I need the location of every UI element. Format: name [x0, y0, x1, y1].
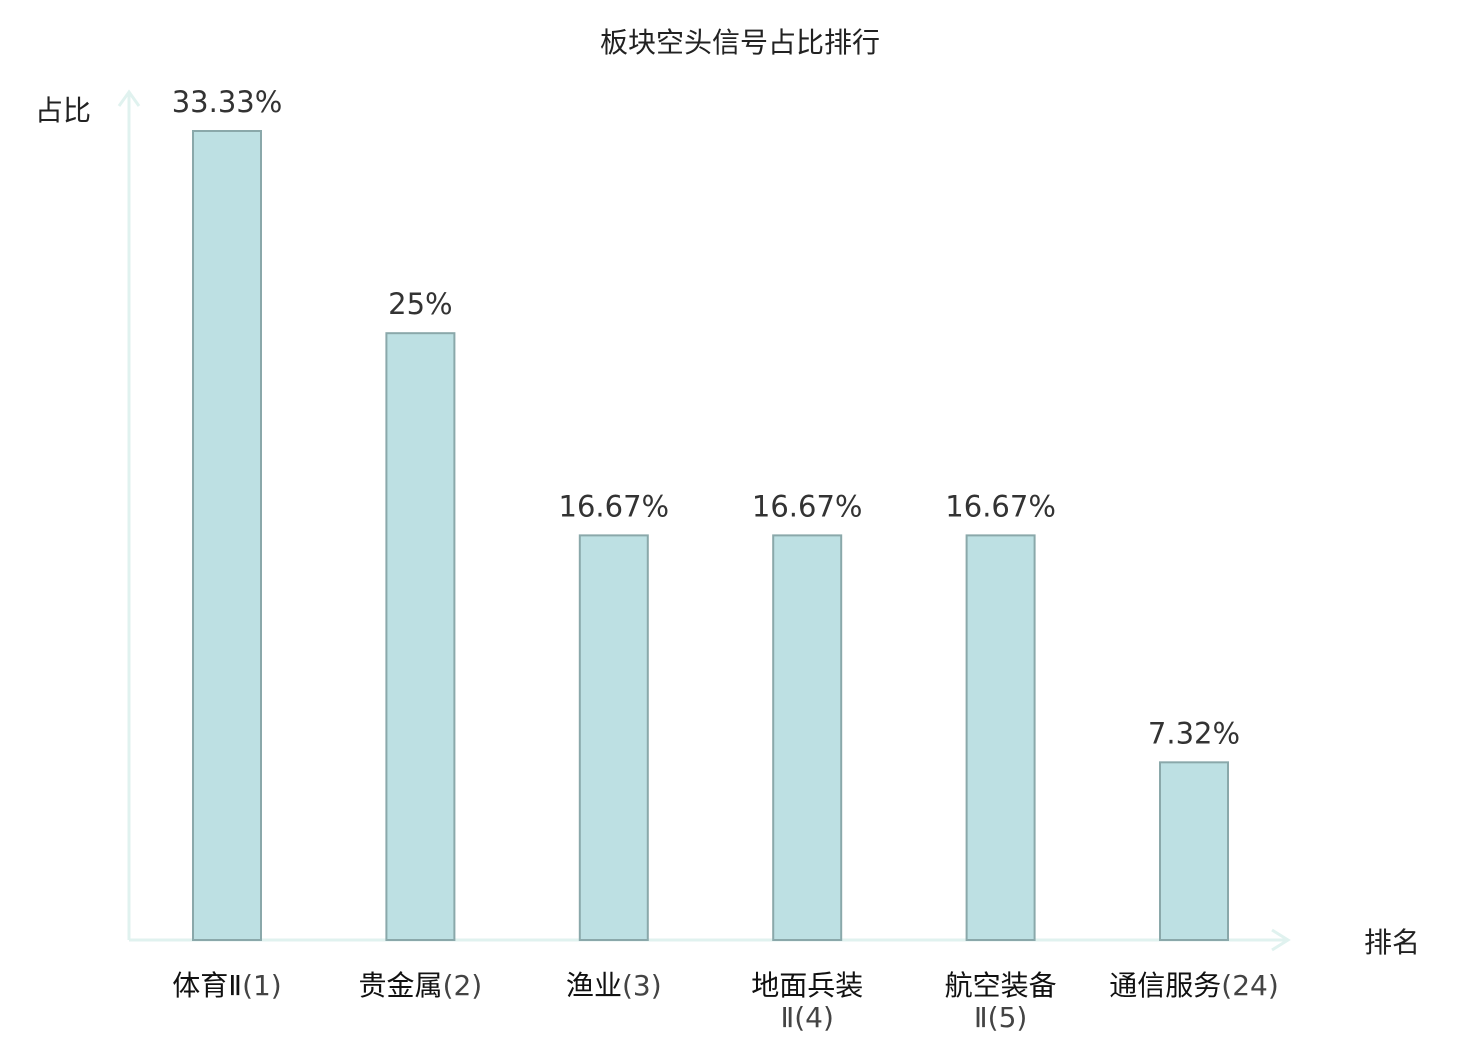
bar-6 [1159, 761, 1229, 941]
value-label-1: 33.33% [172, 85, 283, 119]
y-axis [117, 89, 141, 940]
bar-3 [578, 534, 649, 942]
category-name-4: 地面兵装 [751, 969, 863, 1002]
value-labels-group: 33.33% 25% 16.67% 16.67% 16.67% 7.32% [172, 85, 1240, 750]
bar-2 [385, 332, 456, 941]
x-axis [129, 928, 1291, 952]
bar-4 [772, 534, 843, 942]
category-name-5: 航空装备 [945, 969, 1057, 1002]
category-label-1: 体育Ⅱ(1) [172, 969, 281, 1002]
category-label-4: 地面兵装 Ⅱ(4) [751, 969, 863, 1034]
bar-1 [192, 130, 262, 941]
category-name-1: 体育Ⅱ [172, 969, 242, 1002]
category-name-2: 贵金属 [359, 969, 443, 1002]
bars-group [192, 130, 1229, 942]
category-label-6: 通信服务(24) [1109, 969, 1279, 1002]
value-label-6: 7.32% [1148, 716, 1240, 750]
category-rank-6: (24) [1221, 969, 1278, 1002]
category-labels-group: 体育Ⅱ(1) 贵金属(2) 渔业(3) 地面兵装 Ⅱ(4) 航空装备 Ⅱ(5) 通信服务(24… [172, 969, 1278, 1034]
category-rank-5: Ⅱ(5) [974, 1001, 1027, 1034]
value-label-5: 16.67% [945, 489, 1056, 523]
category-name-6: 通信服务 [1109, 969, 1221, 1002]
category-rank-4: Ⅱ(4) [780, 1001, 833, 1034]
value-label-4: 16.67% [752, 489, 863, 523]
value-label-2: 25% [388, 287, 452, 321]
value-label-3: 16.67% [559, 489, 670, 523]
chart-title: 板块空头信号占比排行 [600, 26, 880, 59]
category-rank-2: (2) [443, 969, 483, 1002]
category-label-2: 贵金属(2) [359, 969, 483, 1002]
x-axis-label: 排名 [1364, 926, 1420, 959]
bar-5 [965, 534, 1036, 942]
category-rank-3: (3) [622, 969, 662, 1002]
category-label-3: 渔业(3) [566, 969, 662, 1002]
category-name-3: 渔业 [566, 969, 622, 1002]
y-axis-label: 占比 [35, 94, 91, 127]
category-rank-1: (1) [242, 969, 282, 1002]
category-label-5: 航空装备 Ⅱ(5) [945, 969, 1057, 1034]
